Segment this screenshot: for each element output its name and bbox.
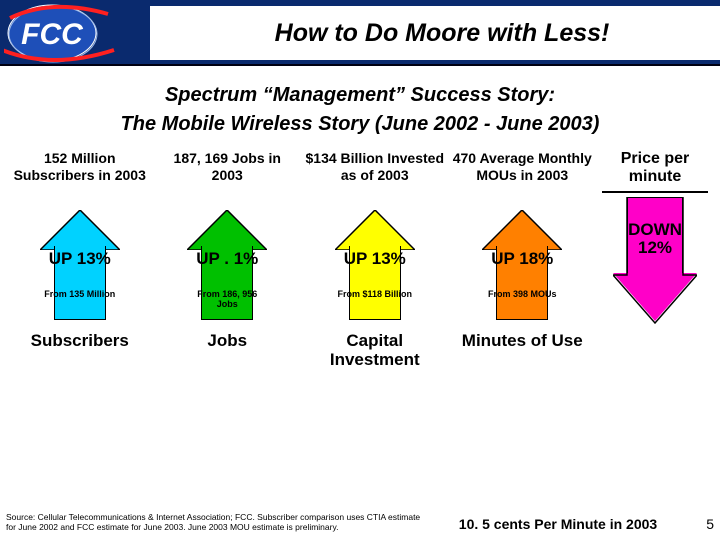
arrow-tri-outline <box>187 210 267 250</box>
arrow-tri-outline <box>40 210 120 250</box>
col-subscribers: 152 Million Subscribers in 2003 UP 13% F… <box>6 150 154 369</box>
footer-row: Source: Cellular Telecommunications & In… <box>6 512 714 532</box>
category-label: Minutes of Use <box>453 332 593 351</box>
up-arrow-icon: UP 13% From 135 Million <box>40 210 120 320</box>
arrow-up-label: UP 13% <box>40 250 120 269</box>
col-head: 187, 169 Jobs in 2003 <box>158 150 298 204</box>
arrow-tri-outline <box>482 210 562 250</box>
col-head: 470 Average Monthly MOUs in 2003 <box>453 150 593 204</box>
arrow-down-outline <box>613 197 697 327</box>
up-arrow-icon: UP 13% From $118 Billion <box>335 210 415 320</box>
arrow-from: From 398 MOUs <box>482 290 562 300</box>
source-text: Source: Cellular Telecommunications & In… <box>6 512 426 532</box>
arrow-from: From $118 Billion <box>335 290 415 300</box>
arrow-up-wrap: UP . 1% From 186, 956 Jobs <box>158 210 298 330</box>
arrow-up-wrap: UP 13% From 135 Million <box>10 210 150 330</box>
col-head: 152 Million Subscribers in 2003 <box>10 150 150 204</box>
down-arrow-icon: DOWN 12% <box>613 197 697 327</box>
page-number: 5 <box>690 516 714 532</box>
col-head: $134 Billion Invested as of 2003 <box>305 150 445 204</box>
col-capital: $134 Billion Invested as of 2003 UP 13% … <box>301 150 449 369</box>
up-arrow-icon: UP . 1% From 186, 956 Jobs <box>187 210 267 320</box>
arrow-tri-outline <box>335 210 415 250</box>
arrow-up-label: UP 13% <box>335 250 415 269</box>
arrow-up-label: UP . 1% <box>187 250 267 269</box>
col-mou: 470 Average Monthly MOUs in 2003 UP 18% … <box>449 150 597 369</box>
up-arrow-icon: UP 18% From 398 MOUs <box>482 210 562 320</box>
arrow-up-wrap: UP 13% From $118 Billion <box>305 210 445 330</box>
col-price: Price per minute DOWN 12% <box>596 150 714 369</box>
arrow-from: From 186, 956 Jobs <box>187 290 267 310</box>
category-label: Subscribers <box>10 332 150 351</box>
cents-label: 10. 5 cents Per Minute in 2003 <box>426 516 690 532</box>
arrow-from: From 135 Million <box>40 290 120 300</box>
columns-container: 152 Million Subscribers in 2003 UP 13% F… <box>0 150 720 369</box>
header-banner: FCC How to Do Moore with Less! <box>0 0 720 66</box>
divider <box>602 191 708 193</box>
price-per-minute-label: Price per minute <box>600 150 710 187</box>
subtitle-line-1: Spectrum “Management” Success Story: <box>0 84 720 107</box>
arrow-down-label: DOWN 12% <box>613 221 697 258</box>
arrow-up-wrap: UP 18% From 398 MOUs <box>453 210 593 330</box>
category-label: Capital Investment <box>305 332 445 369</box>
category-label: Jobs <box>158 332 298 351</box>
slide-title: How to Do Moore with Less! <box>170 12 714 54</box>
col-jobs: 187, 169 Jobs in 2003 UP . 1% From 186, … <box>154 150 302 369</box>
subtitle-line-2: The Mobile Wireless Story (June 2002 - J… <box>0 113 720 136</box>
arrow-up-label: UP 18% <box>482 250 562 269</box>
svg-text:FCC: FCC <box>21 18 84 51</box>
fcc-logo: FCC <box>4 0 164 66</box>
